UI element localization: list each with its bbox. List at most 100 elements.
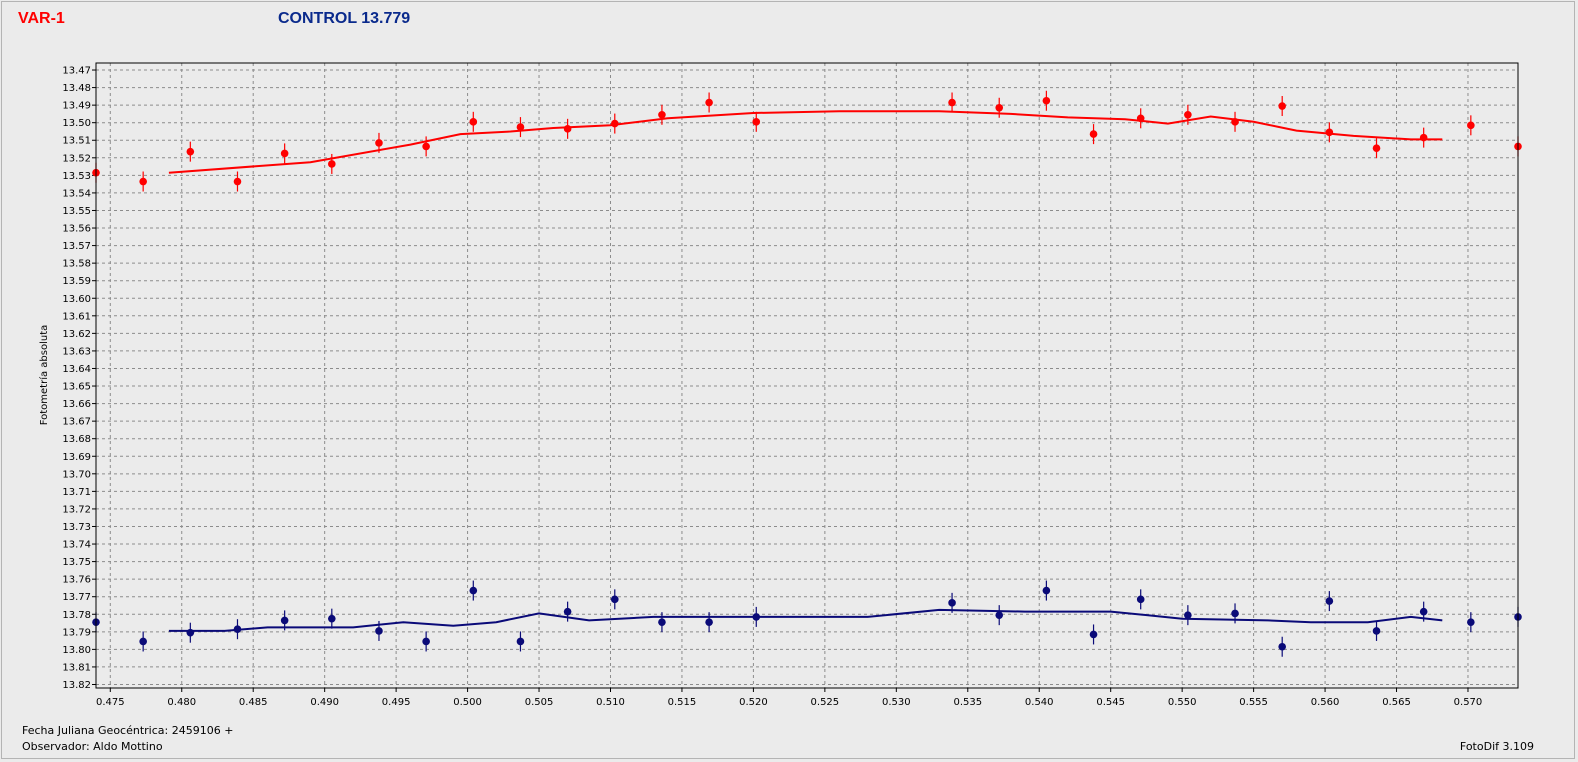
x-tick-label: 0.545 [1096,697,1125,708]
y-tick-label: 13.64 [62,364,91,375]
x-tick-labels: 0.475 0.480 0.485 0.490 0.495 0.500 0.505 0.510… [96,697,1482,708]
y-tick-label: 13.57 [62,241,91,252]
plot-border [95,62,1519,689]
data-point [1372,627,1381,635]
data-point [1089,630,1098,639]
x-tick-label: 0.490 [310,697,339,708]
data-point [610,119,619,128]
data-point [328,160,336,168]
y-tick-label: 13.60 [62,294,91,305]
data-point [1231,118,1239,126]
data-point [1419,133,1428,142]
y-tick-label: 13.49 [62,101,91,112]
y-tick-label: 13.71 [62,487,91,498]
x-tick-label: 0.565 [1382,697,1411,708]
y-tick-label: 13.58 [62,259,91,270]
data-point [1184,611,1192,619]
data-point [186,628,195,637]
y-tick-label: 13.68 [62,434,91,445]
y-tick-label: 13.67 [62,417,91,428]
data-point [658,110,666,119]
y-tick-label: 13.59 [62,276,91,287]
data-point [948,599,956,607]
y-tick-label: 13.61 [62,311,91,322]
x-tick-label: 0.540 [1025,697,1054,708]
data-point [1467,121,1475,130]
data-point [1278,642,1286,651]
data-point [752,118,761,126]
plot-area [96,63,1518,688]
y-axis-label: Fotometría absoluta [38,325,50,426]
x-tick-label: 0.480 [167,697,196,708]
x-tick-label: 0.535 [953,697,982,708]
y-tick-label: 13.47 [62,66,91,77]
y-tick-label: 13.69 [62,452,91,463]
data-point [658,618,666,626]
y-tick-labels: 13.47 13.48 13.49 13.50 13.51 13.52 13.53 13.54… [62,66,91,691]
data-point [186,147,195,156]
software-version: FotoDif 3.109 [1459,740,1534,753]
x-tick-label: 0.495 [382,697,411,708]
y-tick-label: 13.54 [62,188,91,199]
data-point [1042,96,1051,105]
var-title: VAR-1 [18,10,65,27]
control-title: CONTROL 13.779 [278,10,411,27]
observer-label: Observador: Aldo Mottino [22,740,163,753]
data-point [233,625,242,633]
x-tick-label: 0.560 [1311,697,1340,708]
data-point [948,98,956,107]
data-point [375,627,383,635]
julian-date-label: Fecha Juliana Geocéntrica: 2459106 + [22,724,234,737]
data-point [752,613,761,621]
y-tick-label: 13.52 [62,153,91,164]
y-tick-label: 13.80 [62,645,91,656]
data-point [422,142,430,151]
data-point [1325,597,1334,605]
series-layer [92,90,1522,657]
y-tick-label: 13.75 [62,557,91,568]
data-point [1372,144,1381,152]
y-tick-label: 13.63 [62,346,91,357]
data-point [1325,128,1334,137]
y-tick-label: 13.51 [62,136,91,147]
data-point [995,103,1004,112]
data-point [469,586,478,595]
x-tick-label: 0.550 [1168,697,1197,708]
y-tick-label: 13.81 [62,662,91,673]
data-point [328,614,336,623]
data-point [516,123,525,131]
data-point [516,637,525,646]
y-tick-label: 13.48 [62,83,91,94]
x-tick-label: 0.505 [525,697,554,708]
y-tick-label: 13.53 [62,171,91,182]
x-tick-label: 0.510 [596,697,625,708]
y-tick-label: 13.56 [62,224,91,235]
data-point [1184,110,1192,119]
x-tick-label: 0.500 [453,697,482,708]
x-tick-label: 0.515 [668,697,697,708]
data-point [1136,114,1145,123]
data-point [422,637,430,646]
data-point [280,616,289,625]
var-trend-line [168,110,1443,174]
control-series [92,580,1522,657]
x-tick-label: 0.520 [739,697,768,708]
data-point [995,611,1004,619]
data-point [563,125,572,133]
y-tick-label: 13.73 [62,522,91,533]
data-point [1136,595,1145,604]
x-tick-label: 0.555 [1239,697,1268,708]
grid [92,63,1518,692]
data-point [1419,607,1428,616]
data-point [1231,609,1239,618]
y-tick-label: 13.74 [62,540,91,551]
y-tick-label: 13.72 [62,504,91,515]
x-tick-label: 0.485 [239,697,268,708]
y-tick-label: 13.55 [62,206,91,217]
y-tick-label: 13.66 [62,399,91,410]
data-point [469,118,478,126]
x-tick-label: 0.570 [1454,697,1483,708]
data-point [563,607,572,616]
y-tick-label: 13.65 [62,382,91,393]
